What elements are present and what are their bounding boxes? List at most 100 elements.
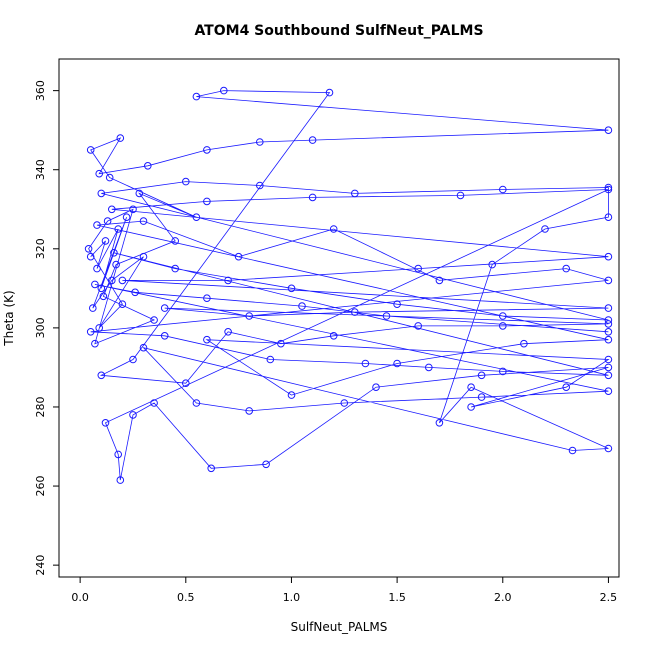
data-point: [108, 205, 116, 214]
data-point: [224, 328, 232, 336]
data-point: [499, 322, 507, 330]
data-point: [220, 86, 228, 95]
data-point: [129, 205, 137, 214]
x-axis-label: SulfNeut_PALMS: [291, 620, 388, 634]
data-point: [207, 464, 215, 473]
data-point: [84, 245, 93, 253]
data-point: [171, 264, 179, 273]
data-point: [93, 221, 101, 229]
data-point: [101, 419, 110, 427]
y-tick-label: 340: [34, 159, 47, 180]
data-point: [604, 320, 613, 328]
data-point: [95, 169, 103, 178]
data-point: [256, 138, 264, 146]
data-point: [277, 339, 285, 348]
data-point: [477, 371, 486, 380]
y-axis: 240 260 280 300 320 340 360: [34, 80, 60, 576]
data-point: [329, 332, 338, 340]
data-point: [393, 359, 401, 368]
x-tick-label: 0.5: [177, 591, 195, 604]
data-point: [139, 252, 148, 261]
data-point: [245, 312, 253, 320]
data-point: [224, 276, 232, 285]
data-point: [139, 217, 148, 225]
data-point: [604, 304, 613, 312]
data-series: [84, 86, 613, 484]
data-point: [203, 197, 211, 206]
data-point: [414, 264, 423, 273]
data-point: [382, 312, 391, 320]
data-point: [262, 460, 270, 469]
data-point: [541, 225, 549, 233]
data-point: [114, 450, 122, 459]
data-point: [467, 403, 475, 411]
data-point: [308, 136, 317, 144]
data-point: [604, 185, 613, 194]
y-tick-label: 260: [34, 476, 47, 497]
data-point: [488, 260, 497, 269]
data-point: [604, 363, 613, 372]
data-point: [192, 213, 201, 221]
data-point: [351, 189, 359, 198]
data-point: [604, 183, 613, 192]
data-point: [99, 292, 108, 301]
data-point: [266, 355, 275, 364]
data-point: [604, 213, 613, 221]
data-point: [97, 284, 106, 293]
data-point: [234, 252, 243, 261]
data-point: [160, 332, 169, 340]
data-point: [108, 276, 116, 285]
data-point: [192, 399, 201, 407]
data-point: [393, 300, 401, 309]
y-tick-label: 280: [34, 396, 47, 417]
data-point: [150, 399, 158, 407]
data-point: [91, 339, 99, 348]
data-point: [435, 276, 444, 285]
data-point: [351, 308, 359, 316]
data-point: [139, 343, 148, 352]
x-tick-label: 1.5: [388, 591, 406, 604]
data-point: [604, 444, 613, 453]
data-point: [93, 264, 101, 273]
data-point: [372, 383, 380, 392]
y-axis-label: Theta (K): [2, 290, 16, 346]
data-point: [203, 294, 211, 303]
data-point: [325, 88, 334, 97]
data-point: [477, 393, 486, 401]
data-point: [604, 387, 613, 396]
data-point: [116, 476, 125, 484]
data-point: [103, 217, 112, 225]
data-point: [86, 252, 95, 261]
data-point: [425, 363, 433, 372]
data-point: [203, 146, 211, 154]
data-point: [562, 264, 571, 273]
data-point: [256, 181, 264, 190]
data-point: [97, 371, 106, 380]
data-point: [435, 419, 444, 427]
data-point: [604, 252, 613, 261]
data-point: [182, 379, 190, 388]
plot-frame: [58, 58, 620, 578]
data-point: [287, 391, 296, 399]
data-point: [182, 177, 190, 186]
data-point: [110, 249, 118, 257]
data-point: [604, 126, 613, 134]
chart-title: ATOM4 Southbound SulfNeut_PALMS: [194, 23, 483, 39]
x-axis: 0.0 0.5 1.0 1.5 2.0 2.5: [71, 576, 617, 604]
y-tick-label: 320: [34, 238, 47, 259]
data-point: [150, 316, 158, 324]
data-point: [499, 312, 507, 320]
y-tick-label: 300: [34, 317, 47, 338]
data-point: [118, 276, 127, 285]
data-point: [135, 189, 144, 198]
data-point: [568, 446, 577, 455]
data-point: [171, 237, 179, 245]
data-point: [604, 371, 613, 380]
data-point: [122, 213, 131, 221]
data-point: [129, 355, 137, 364]
data-point: [604, 316, 613, 324]
data-point: [101, 237, 110, 245]
data-point: [245, 407, 253, 415]
